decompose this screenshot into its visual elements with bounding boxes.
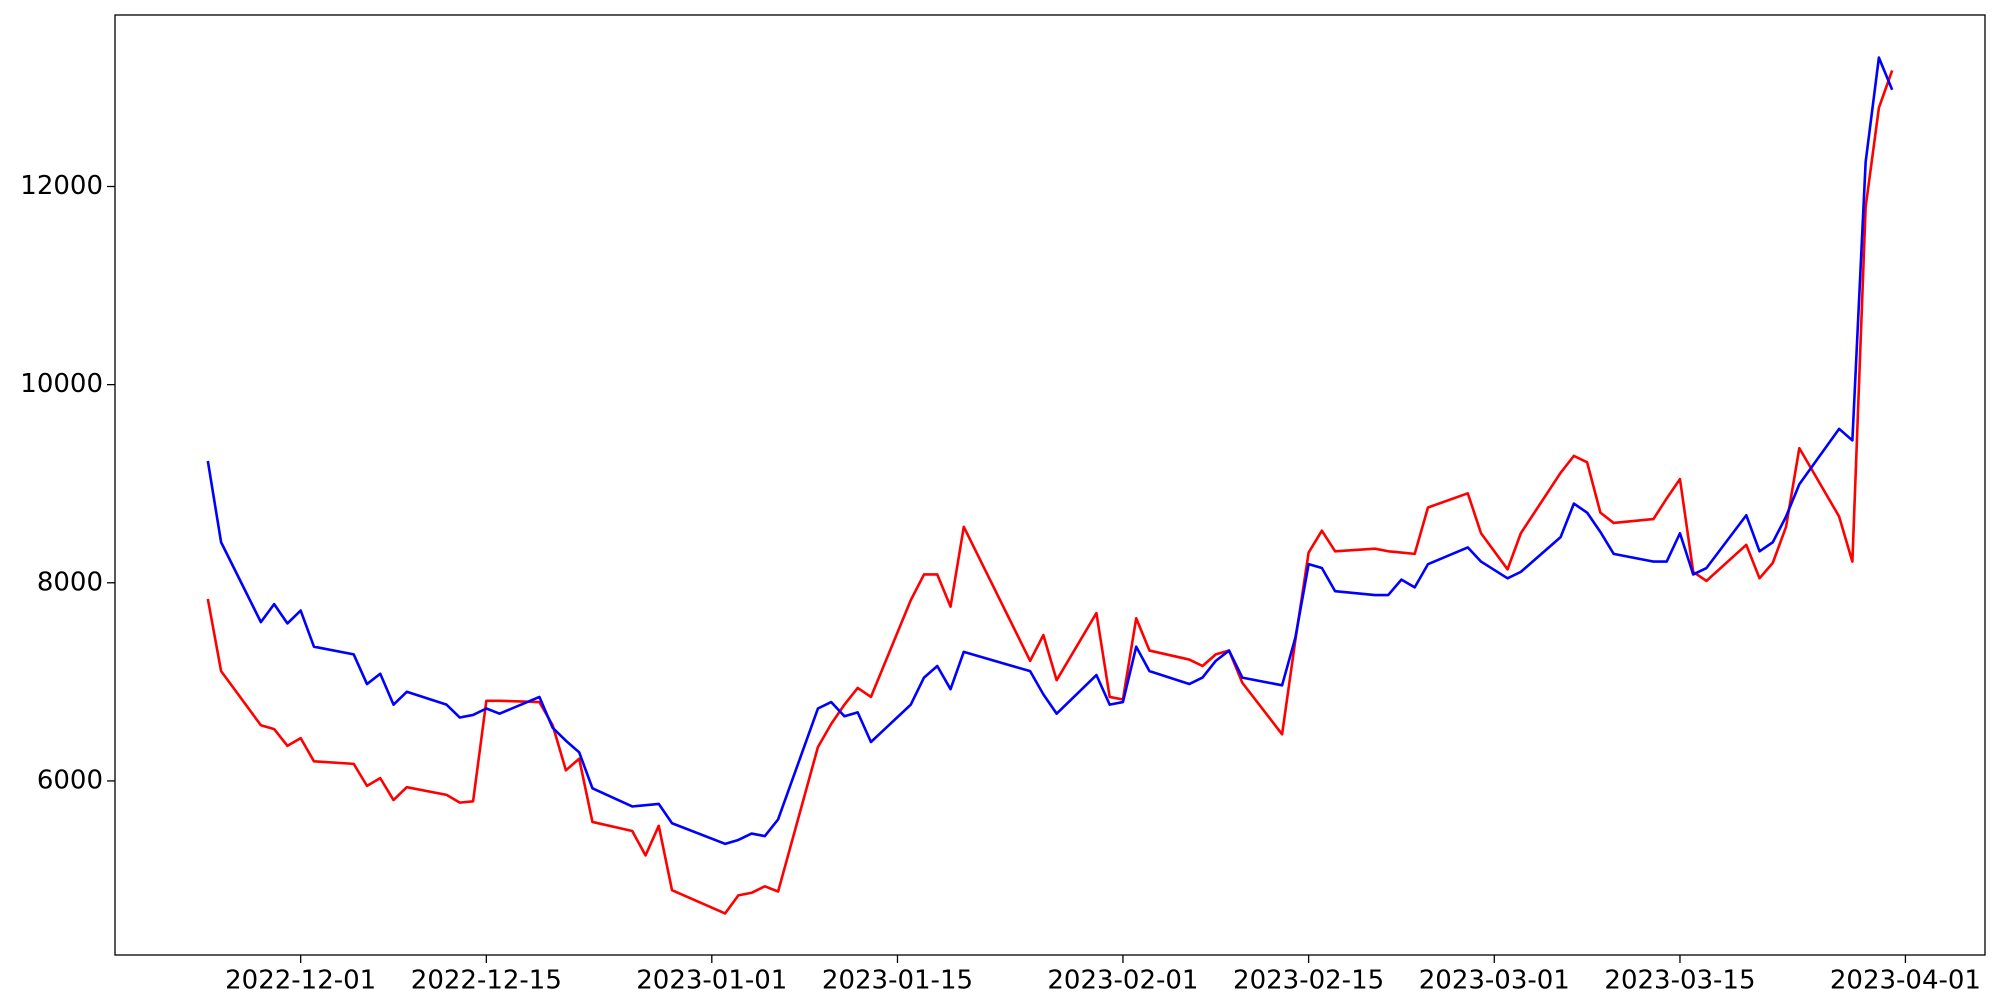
y-tick-label: 12000 xyxy=(20,171,103,201)
x-tick-label: 2023-04-01 xyxy=(1830,966,1981,996)
x-tick-label: 2023-01-01 xyxy=(636,966,787,996)
data-line xyxy=(206,56,1894,846)
plot-frame xyxy=(114,14,1986,956)
x-tick-label: 2023-02-15 xyxy=(1233,966,1384,996)
x-tick-label: 2023-03-15 xyxy=(1604,966,1755,996)
data-line xyxy=(206,70,1894,915)
x-tick-label: 2023-02-01 xyxy=(1047,966,1198,996)
x-tick-label: 2022-12-15 xyxy=(411,966,562,996)
x-tick-label: 2023-03-01 xyxy=(1419,966,1570,996)
y-tick-label: 8000 xyxy=(37,567,103,597)
y-tick-label: 10000 xyxy=(20,369,103,399)
y-tick-label: 6000 xyxy=(37,765,103,795)
x-tick-label: 2022-12-01 xyxy=(225,966,376,996)
x-tick-label: 2023-01-15 xyxy=(822,966,973,996)
